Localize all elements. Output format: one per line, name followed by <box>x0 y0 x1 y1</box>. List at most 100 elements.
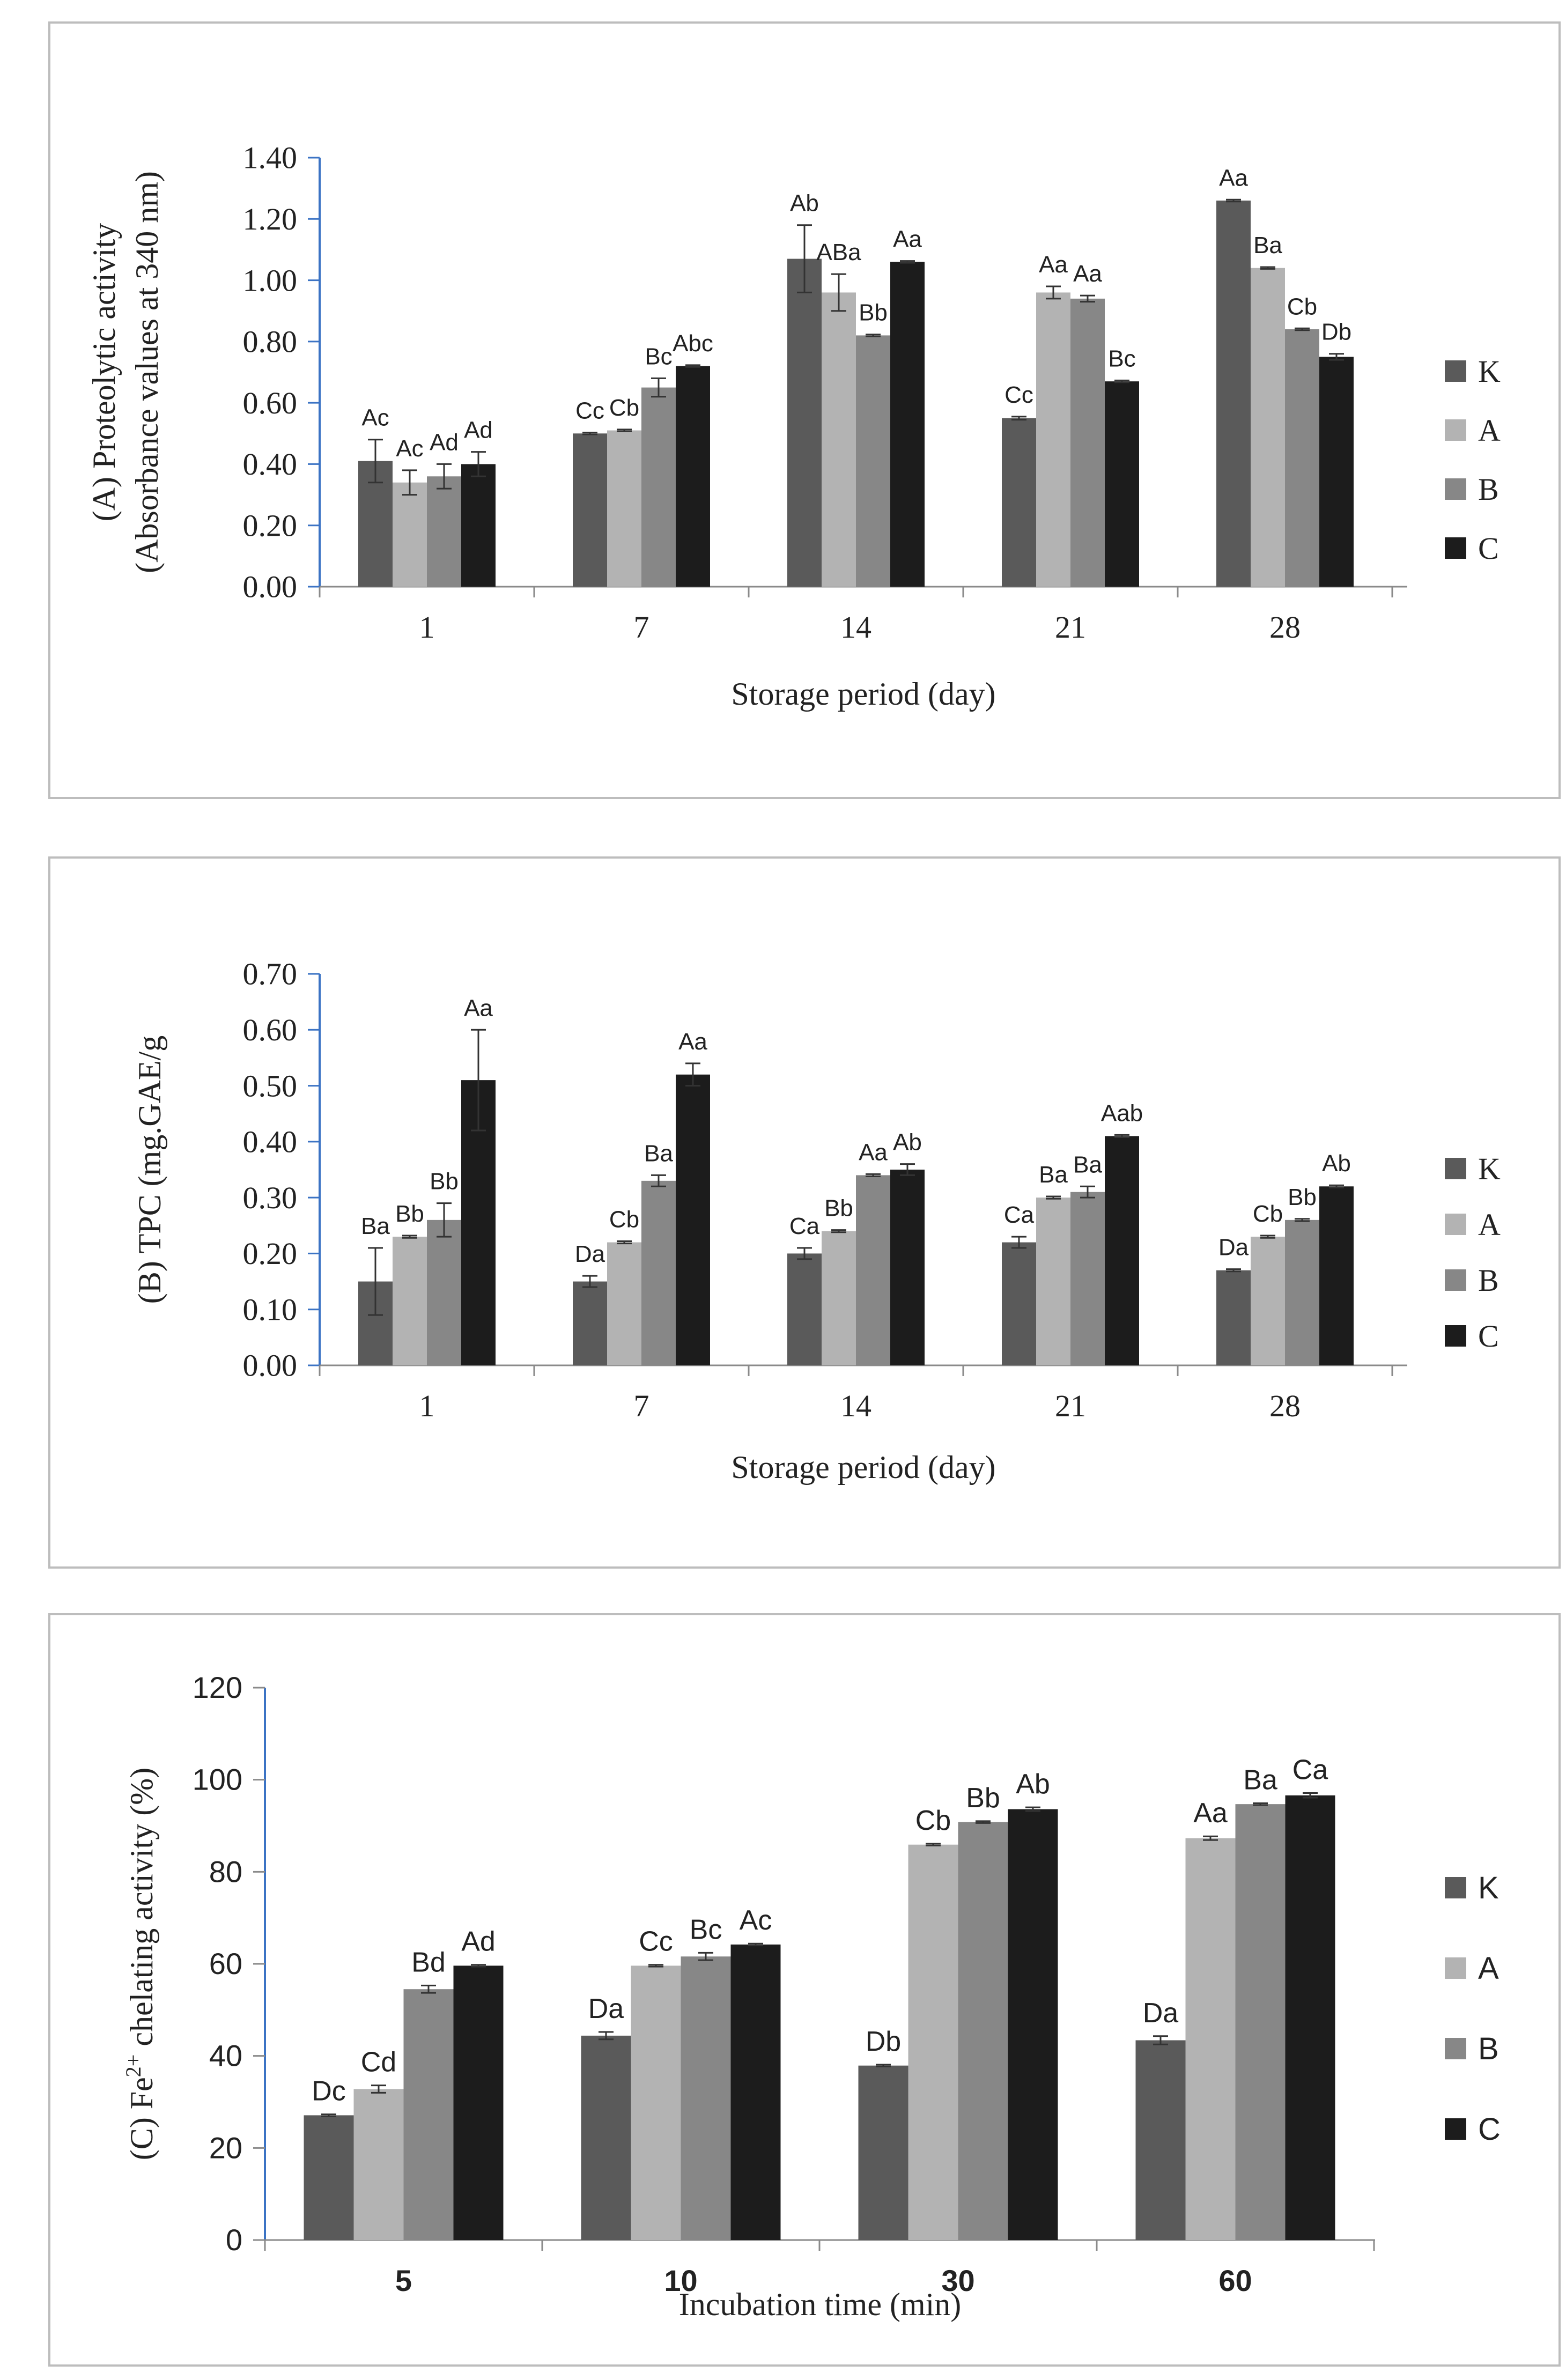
data-label: Aab <box>1101 1100 1143 1126</box>
data-label: Aa <box>893 226 922 253</box>
bar-k <box>1216 201 1251 587</box>
x-tick-label: 5 <box>395 2264 412 2297</box>
bar-a <box>393 482 427 587</box>
y-tick-label: 0.50 <box>243 1068 298 1103</box>
x-tick-label: 21 <box>1055 1388 1086 1423</box>
y-tick-label: 1.20 <box>243 202 298 236</box>
chart-panel-b: 0.00 0.10 0.20 0.30 0.40 0.50 0.60 0.70 1 Ba Bb Bb A… <box>48 856 1561 1569</box>
legend-label: A <box>1478 413 1501 448</box>
legend-swatch <box>1445 360 1466 382</box>
bar-a <box>1036 1198 1070 1365</box>
data-label: Aa <box>678 1029 707 1055</box>
bar-b <box>403 1989 454 2240</box>
bar-b <box>958 1822 1008 2240</box>
x-tick-label: 14 <box>840 1388 871 1423</box>
bar-b <box>1070 298 1105 587</box>
y-tick-label: 0.00 <box>243 570 298 604</box>
data-label: Ad <box>464 417 493 444</box>
legend-swatch <box>1445 1269 1466 1291</box>
data-label: Cb <box>1287 293 1317 320</box>
y-tick-label: 0.30 <box>243 1180 298 1215</box>
x-tick-label: 28 <box>1269 1388 1301 1423</box>
legend-swatch <box>1445 1957 1466 1979</box>
data-label: Ad <box>430 429 459 455</box>
legend-swatch <box>1445 537 1466 559</box>
data-label: ABa <box>816 239 861 265</box>
legend-label: B <box>1478 2031 1499 2066</box>
data-label: Ba <box>1039 1162 1068 1188</box>
bar-k <box>573 433 607 587</box>
data-label: Ba <box>644 1140 673 1166</box>
data-label: Aa <box>859 1139 888 1165</box>
x-tick-label: 1 <box>419 1388 435 1423</box>
data-label: Aa <box>1193 1798 1228 1829</box>
legend-swatch <box>1445 419 1466 441</box>
y-tick-label: 20 <box>209 2131 242 2164</box>
bar-c <box>676 1074 710 1365</box>
bar-c <box>730 1944 781 2240</box>
data-label: Ba <box>1243 1764 1277 1795</box>
bar-c <box>1285 1795 1335 2240</box>
data-label: Bb <box>824 1195 853 1222</box>
bar-k <box>304 2115 354 2240</box>
y-tick-label: 80 <box>209 1854 242 1888</box>
x-axis-label: Storage period (day) <box>731 676 995 712</box>
y-tick-label: 0 <box>226 2223 242 2257</box>
legend-label: B <box>1478 472 1499 507</box>
data-label: Aa <box>1039 252 1068 278</box>
data-label: Bd <box>411 1947 446 1978</box>
legend-swatch <box>1445 2038 1466 2059</box>
data-label: Ba <box>361 1213 390 1239</box>
data-label: Cb <box>1253 1201 1283 1227</box>
data-label: Aa <box>464 995 493 1021</box>
chart-panel-a: 0.00 0.20 0.40 0.60 0.80 1.00 1.20 1.40 1 Ac Ac Ad A… <box>48 21 1561 799</box>
data-label: Cc <box>1004 382 1033 408</box>
y-tick-label: 0.10 <box>243 1292 298 1327</box>
data-label: Ba <box>1073 1151 1102 1178</box>
y-axis-label: (C) Fe2+ chelating activity (%) <box>121 1768 160 2160</box>
data-label: Bb <box>395 1201 424 1227</box>
bar-k <box>573 1281 607 1365</box>
bar-a <box>1185 1838 1236 2240</box>
data-label: Da <box>1143 1998 1179 2029</box>
data-label: Cd <box>361 2047 396 2078</box>
data-label: Ca <box>1004 1202 1035 1228</box>
data-label: Ab <box>893 1129 922 1156</box>
data-label: Bc <box>645 343 672 369</box>
bar-k <box>1216 1270 1251 1365</box>
data-label: Cc <box>639 1926 673 1957</box>
bar-a <box>822 1231 856 1365</box>
data-label: Cb <box>609 1206 639 1232</box>
data-label: Db <box>866 2026 901 2057</box>
bar-c <box>1319 357 1354 587</box>
y-tick-label: 0.20 <box>243 508 298 543</box>
data-label: Aa <box>1219 165 1248 191</box>
x-tick-label: 21 <box>1055 610 1086 645</box>
y-tick-label: 40 <box>209 2039 242 2073</box>
bar-a <box>1251 268 1285 587</box>
data-label: Da <box>588 1993 624 2024</box>
bar-b <box>427 1219 461 1365</box>
bar-k <box>581 2035 631 2240</box>
legend-label: C <box>1478 2112 1501 2147</box>
bar-b <box>641 1180 676 1365</box>
bar-a <box>353 2089 404 2240</box>
data-label: Bb <box>1288 1184 1317 1210</box>
y-tick-label: 60 <box>209 1947 242 1980</box>
x-tick-label: 28 <box>1269 610 1301 645</box>
data-label: Ab <box>1322 1150 1351 1177</box>
bar-a <box>1251 1237 1285 1365</box>
legend-label: C <box>1478 531 1499 566</box>
data-label: Bc <box>1108 345 1135 372</box>
data-label: Da <box>575 1241 605 1267</box>
y-axis-label: (A) Proteolytic activity <box>86 223 122 522</box>
data-label: Aa <box>1073 261 1102 287</box>
legend-swatch <box>1445 1325 1466 1347</box>
y-tick-label: 120 <box>193 1671 242 1704</box>
x-tick-label: 1 <box>419 610 435 645</box>
bar-a <box>393 1237 427 1365</box>
bar-b <box>856 335 890 587</box>
bar-a <box>822 292 856 587</box>
data-label: Ac <box>396 435 423 462</box>
